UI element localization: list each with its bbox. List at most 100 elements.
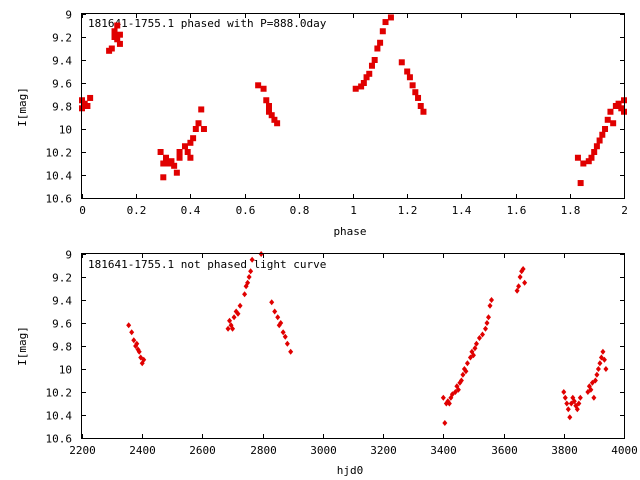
- unphased-plot-title: 181641-1755.1 not phased light curve: [88, 258, 326, 271]
- data-point: [278, 320, 284, 326]
- data-point: [599, 131, 606, 138]
- x-tick-label: 4000: [611, 444, 638, 457]
- x-tick-label: 3000: [310, 444, 337, 457]
- unphased-plot-ylabel: I[mag]: [16, 326, 29, 366]
- unphased-plot-y-ticks: 9 9.2 9.4 9.6 9.8 10 10.2 10.4 10.6: [46, 249, 624, 446]
- data-point: [610, 120, 617, 127]
- x-tick-label: 2: [621, 204, 628, 217]
- data-point: [596, 137, 603, 144]
- data-point: [246, 274, 252, 280]
- y-tick-label: 9: [65, 9, 72, 22]
- x-tick-label: 2200: [69, 444, 96, 457]
- data-point: [455, 386, 461, 393]
- y-tick-label: 9.6: [52, 78, 72, 91]
- data-point: [585, 158, 592, 165]
- unphased-plot-x-ticks: 2200 2400 2600 2800 3000 3200 3400 3600 3800 4000: [69, 254, 638, 457]
- data-point: [108, 45, 115, 52]
- data-point: [192, 126, 199, 132]
- x-tick-label: 0.8: [290, 204, 310, 217]
- data-point: [460, 371, 466, 378]
- data-point: [607, 108, 614, 115]
- data-point: [111, 28, 118, 35]
- data-point: [176, 154, 183, 161]
- data-point: [601, 356, 607, 363]
- data-point: [486, 314, 491, 321]
- data-point: [84, 103, 91, 109]
- data-point: [618, 105, 625, 112]
- data-point: [603, 366, 609, 372]
- data-point: [265, 108, 272, 115]
- y-tick-label: 10.2: [46, 387, 73, 400]
- data-point: [487, 302, 493, 309]
- data-point: [604, 116, 611, 123]
- data-point: [562, 394, 568, 401]
- data-point: [200, 126, 207, 132]
- x-tick-label: 0.4: [181, 204, 201, 217]
- x-tick-label: 1.2: [398, 204, 418, 217]
- y-tick-label: 10.4: [46, 410, 73, 423]
- data-point: [126, 322, 132, 329]
- data-point: [187, 154, 194, 161]
- x-tick-label: 0.6: [236, 204, 256, 217]
- data-point: [230, 325, 236, 332]
- unphased-light-curve-plot: 181641-1755.1 not phased light curve I[m…: [16, 249, 638, 478]
- data-point: [593, 143, 600, 150]
- data-point: [198, 106, 205, 113]
- data-point: [597, 360, 603, 367]
- data-point: [574, 154, 581, 161]
- phased-plot-points: [79, 14, 627, 187]
- x-tick-label: 1.8: [561, 204, 581, 217]
- data-point: [489, 297, 495, 303]
- data-point: [235, 310, 241, 317]
- data-point: [157, 149, 164, 155]
- data-point: [440, 394, 446, 401]
- data-point: [195, 120, 202, 127]
- data-point: [360, 80, 367, 86]
- data-point: [580, 160, 587, 167]
- data-point: [263, 97, 270, 104]
- data-point: [517, 274, 523, 280]
- data-point: [282, 333, 288, 340]
- y-tick-label: 10.2: [46, 147, 73, 160]
- data-point: [249, 256, 255, 263]
- data-point: [379, 28, 386, 35]
- data-point: [463, 368, 469, 375]
- data-point: [600, 348, 606, 355]
- x-tick-label: 3200: [370, 444, 397, 457]
- data-point: [288, 348, 294, 355]
- data-point: [255, 82, 262, 89]
- phased-plot-title: 181641-1755.1 phased with P=888.0day: [88, 17, 327, 30]
- data-point: [476, 334, 482, 341]
- data-point: [464, 360, 470, 367]
- data-point: [129, 329, 135, 336]
- x-tick-label: 1.4: [452, 204, 472, 217]
- data-point: [412, 89, 419, 96]
- data-point: [594, 371, 600, 378]
- data-point: [458, 377, 464, 384]
- x-tick-label: 1.6: [507, 204, 527, 217]
- phased-plot-ylabel: I[mag]: [16, 87, 29, 127]
- data-point: [163, 154, 170, 161]
- phased-light-curve-plot: 181641-1755.1 phased with P=888.0day I[m…: [16, 9, 628, 239]
- data-point: [398, 59, 405, 66]
- data-point: [473, 340, 479, 347]
- data-point: [136, 348, 142, 355]
- y-tick-label: 9.4: [52, 55, 72, 68]
- data-point: [190, 135, 197, 142]
- data-point: [363, 74, 370, 81]
- data-point: [268, 112, 275, 119]
- data-point: [591, 149, 598, 155]
- data-point: [470, 352, 476, 359]
- data-point: [588, 154, 595, 161]
- data-point: [352, 85, 359, 92]
- data-point: [482, 325, 488, 332]
- y-tick-label: 10.6: [46, 433, 73, 446]
- data-point: [595, 366, 601, 372]
- data-point: [265, 103, 272, 109]
- data-point: [409, 82, 416, 89]
- data-point: [374, 45, 381, 52]
- data-point: [516, 283, 522, 290]
- data-point: [160, 174, 167, 181]
- data-point: [227, 317, 233, 324]
